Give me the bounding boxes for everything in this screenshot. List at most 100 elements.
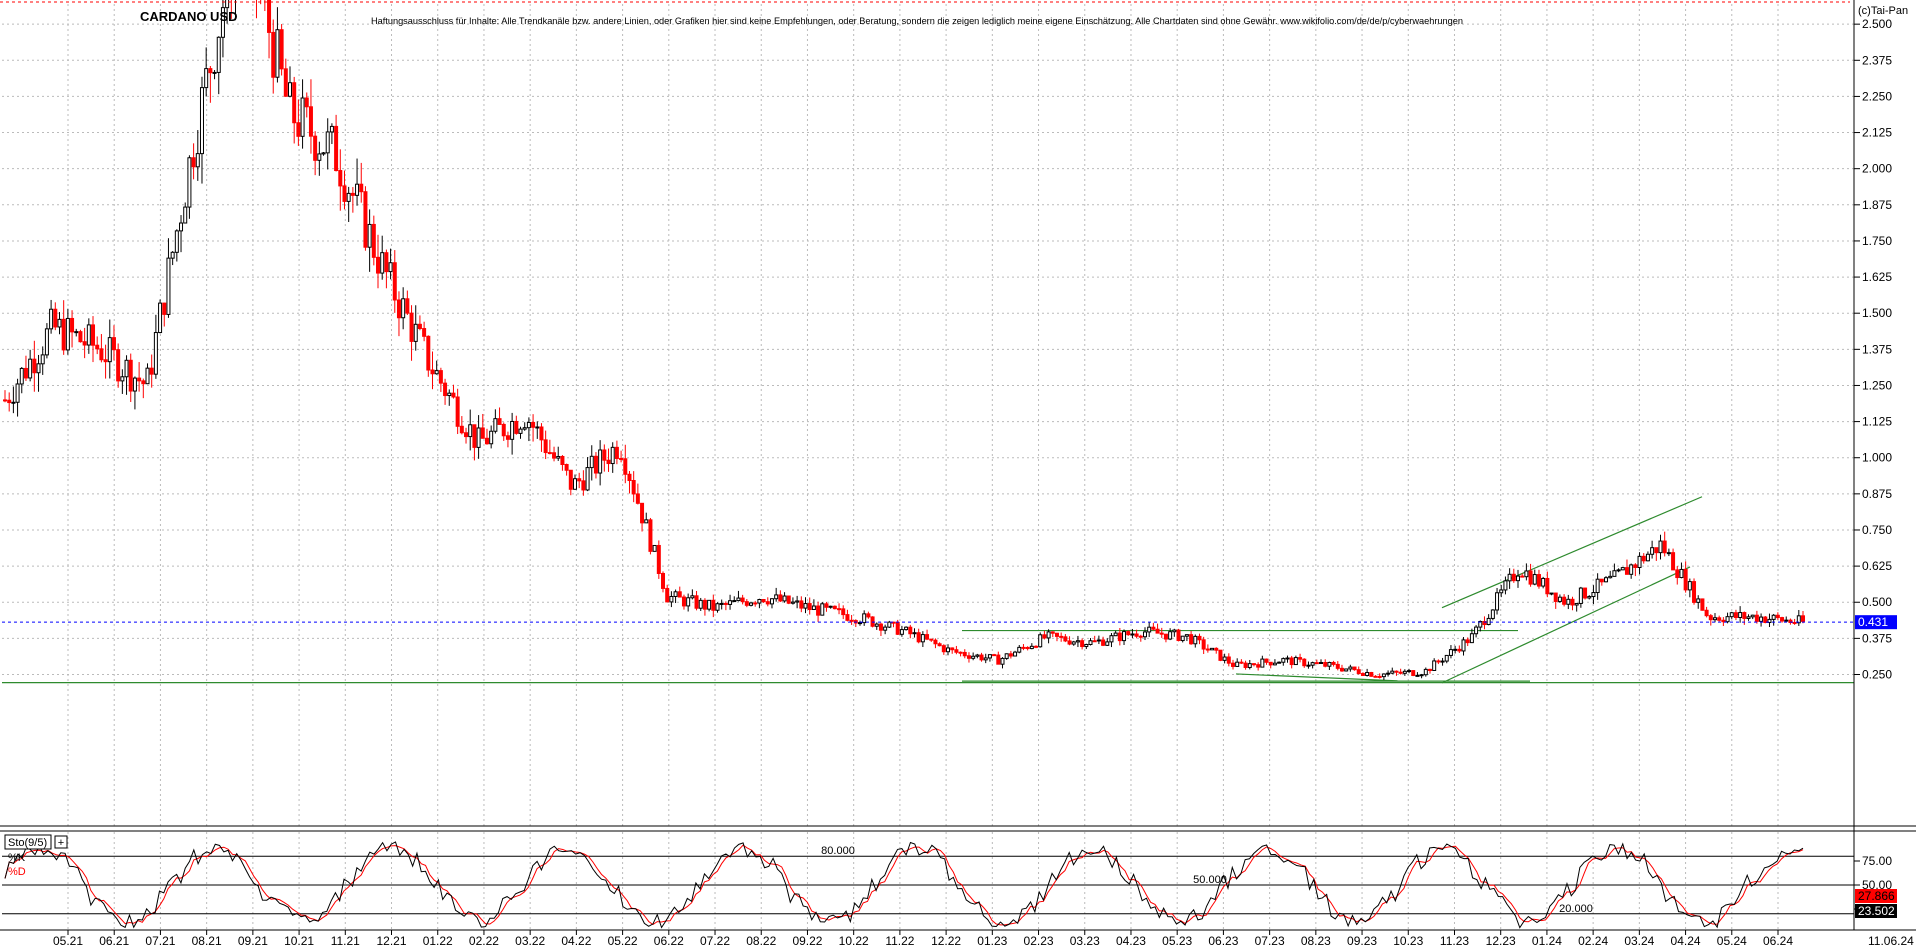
candle-body (966, 655, 971, 659)
candle-body (1541, 577, 1546, 587)
candle-body (401, 298, 406, 319)
x-tick-label: 09.21 (238, 934, 268, 948)
candle-body (1168, 631, 1173, 640)
x-tick-label: 07.22 (700, 934, 730, 948)
x-tick-label: 07.21 (145, 934, 175, 948)
candle-body (1306, 664, 1311, 667)
candle-body (640, 502, 645, 524)
candle-body (267, 0, 272, 33)
candle-body (187, 157, 192, 208)
candle-body (1067, 640, 1072, 645)
candle-body (1084, 643, 1089, 648)
candle-body (1499, 589, 1504, 594)
candle-body (673, 591, 678, 597)
candle-body (1436, 660, 1441, 663)
candle-body (1583, 587, 1588, 599)
candle-body (1222, 656, 1227, 661)
candle-body (631, 480, 636, 495)
candle-body (359, 183, 364, 193)
candle-body (1591, 592, 1596, 598)
candle-body (1721, 619, 1726, 623)
candle-body (308, 106, 313, 137)
candle-body (581, 480, 586, 491)
stoch-k-line (4, 841, 1804, 929)
candle-body (292, 82, 297, 124)
candle-body (1151, 626, 1156, 630)
x-tick-label: 09.23 (1347, 934, 1377, 948)
candle-body (799, 600, 804, 609)
candle-body (887, 621, 892, 628)
candle-body (1729, 612, 1734, 618)
candle-body (1750, 614, 1755, 618)
x-end-label: 11.06.24 (1868, 934, 1914, 948)
candle-body (1763, 616, 1768, 624)
candle-body (543, 439, 548, 454)
x-tick-label: 12.21 (376, 934, 406, 948)
candle-body (489, 430, 494, 445)
candle-body (614, 446, 619, 459)
candle-body (547, 452, 552, 455)
candle-body (1071, 641, 1076, 645)
candle-body (1180, 635, 1185, 642)
candle-body (32, 358, 37, 374)
candle-body (346, 192, 351, 202)
grid (2, 4, 1854, 930)
candle-body (866, 613, 871, 618)
candle-body (1604, 577, 1609, 583)
candle-body (422, 328, 427, 337)
candle-body (1134, 633, 1139, 637)
candle-body (987, 654, 992, 659)
candle-body (1172, 629, 1177, 633)
candle-body (1155, 628, 1160, 634)
candle-body (334, 125, 339, 172)
candle-body (53, 308, 58, 328)
candle-body (1448, 649, 1453, 656)
stoch-k-badge (1855, 904, 1897, 918)
candle-body (350, 192, 355, 196)
stoch-legend-box: Sto(9/5) + %K %D (4, 834, 68, 878)
candle-body (321, 152, 326, 155)
candle-body (371, 223, 376, 258)
candle-body (1059, 635, 1064, 638)
stoch-add-button[interactable] (54, 835, 68, 849)
plus-icon[interactable]: + (58, 837, 64, 849)
candle-body (912, 632, 917, 635)
candle-body (1746, 616, 1751, 619)
candle-body (1226, 656, 1231, 664)
candle-body (1285, 657, 1290, 660)
candle-body (824, 603, 829, 608)
candle-body (1444, 654, 1449, 662)
candle-body (661, 572, 666, 589)
candle-body (220, 7, 225, 38)
candle-body (1256, 664, 1261, 668)
candle-body (510, 420, 515, 440)
candle-body (15, 383, 20, 403)
candle-body (1712, 617, 1717, 621)
candle-body (774, 594, 779, 600)
candle-body (568, 469, 573, 490)
candle-body (1017, 646, 1022, 653)
candle-body (1210, 647, 1215, 651)
candle-body (78, 331, 83, 343)
candle-body (1536, 574, 1541, 587)
x-tick-label: 06.23 (1208, 934, 1238, 948)
candle-body (719, 602, 724, 605)
x-tick-label: 04.22 (561, 934, 591, 948)
candle-body (669, 595, 674, 603)
candle-body (761, 599, 766, 603)
y-tick-label: 2.000 (1862, 162, 1892, 176)
candle-body (91, 324, 96, 346)
candle-body (338, 170, 343, 187)
candle-body (384, 252, 389, 273)
candle-body (711, 599, 716, 611)
candles (3, 0, 1805, 681)
candle-body (627, 473, 632, 482)
y-tick-label: 1.125 (1862, 415, 1892, 429)
x-tick-label: 05.21 (53, 934, 83, 948)
candle-body (1495, 592, 1500, 611)
x-tick-label: 03.23 (1070, 934, 1100, 948)
candle-body (862, 613, 867, 624)
candle-body (681, 596, 686, 607)
candle-body (531, 421, 536, 428)
candle-body (103, 359, 108, 363)
